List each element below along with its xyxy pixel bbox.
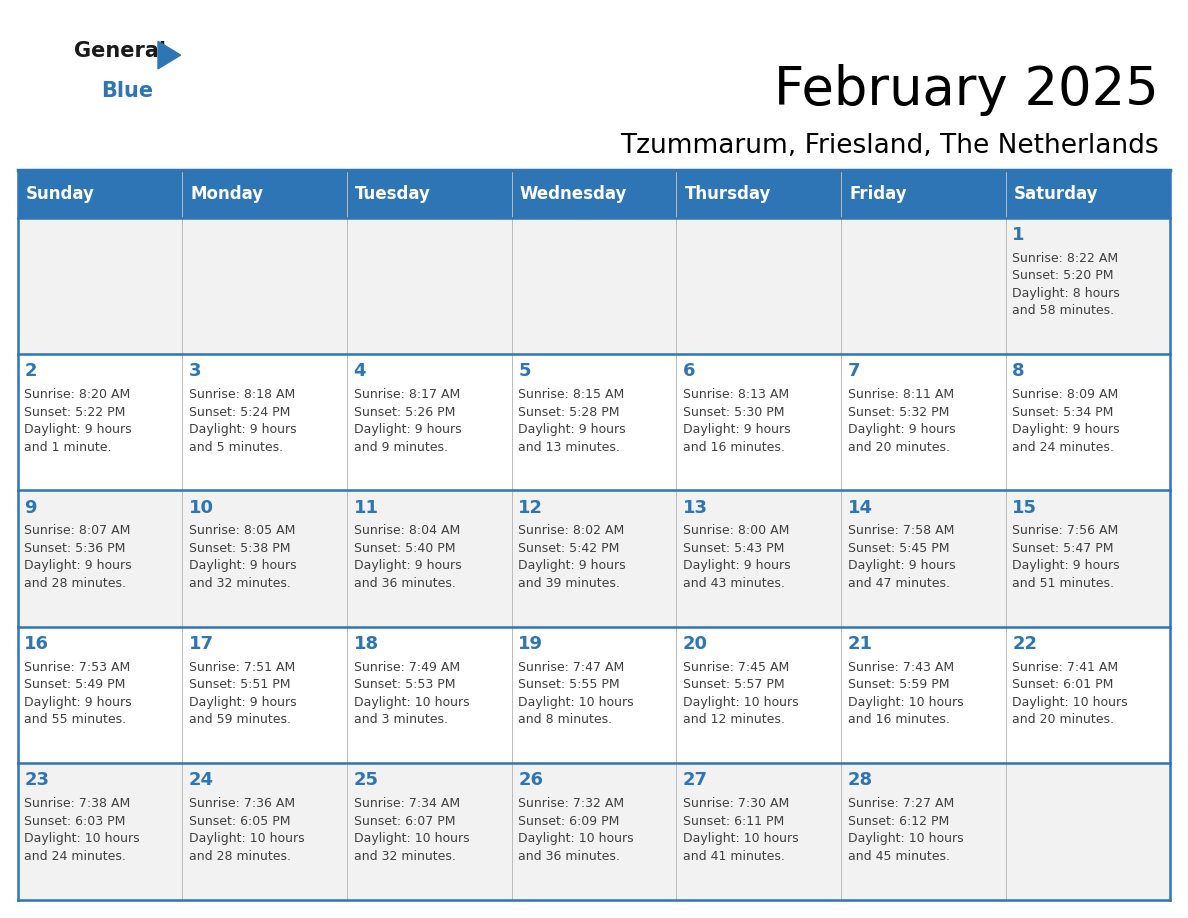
- Text: Wednesday: Wednesday: [520, 185, 627, 203]
- Text: 9: 9: [25, 498, 37, 517]
- Text: Sunrise: 7:32 AM
Sunset: 6:09 PM
Daylight: 10 hours
and 36 minutes.: Sunrise: 7:32 AM Sunset: 6:09 PM Dayligh…: [518, 798, 634, 863]
- Text: Sunrise: 7:36 AM
Sunset: 6:05 PM
Daylight: 10 hours
and 28 minutes.: Sunrise: 7:36 AM Sunset: 6:05 PM Dayligh…: [189, 798, 304, 863]
- Text: General: General: [74, 41, 165, 62]
- Text: Sunrise: 8:17 AM
Sunset: 5:26 PM
Daylight: 9 hours
and 9 minutes.: Sunrise: 8:17 AM Sunset: 5:26 PM Dayligh…: [354, 388, 461, 453]
- Text: Sunrise: 8:11 AM
Sunset: 5:32 PM
Daylight: 9 hours
and 20 minutes.: Sunrise: 8:11 AM Sunset: 5:32 PM Dayligh…: [847, 388, 955, 453]
- Text: Sunrise: 7:34 AM
Sunset: 6:07 PM
Daylight: 10 hours
and 32 minutes.: Sunrise: 7:34 AM Sunset: 6:07 PM Dayligh…: [354, 798, 469, 863]
- Text: 25: 25: [354, 771, 379, 789]
- Text: Sunrise: 7:53 AM
Sunset: 5:49 PM
Daylight: 9 hours
and 55 minutes.: Sunrise: 7:53 AM Sunset: 5:49 PM Dayligh…: [25, 661, 132, 726]
- Text: Blue: Blue: [101, 81, 153, 101]
- Text: 13: 13: [683, 498, 708, 517]
- Text: Sunrise: 7:58 AM
Sunset: 5:45 PM
Daylight: 9 hours
and 47 minutes.: Sunrise: 7:58 AM Sunset: 5:45 PM Dayligh…: [847, 524, 955, 590]
- Text: Sunrise: 8:13 AM
Sunset: 5:30 PM
Daylight: 9 hours
and 16 minutes.: Sunrise: 8:13 AM Sunset: 5:30 PM Dayligh…: [683, 388, 790, 453]
- Text: Sunrise: 8:15 AM
Sunset: 5:28 PM
Daylight: 9 hours
and 13 minutes.: Sunrise: 8:15 AM Sunset: 5:28 PM Dayligh…: [518, 388, 626, 453]
- Text: Friday: Friday: [849, 185, 906, 203]
- Text: Sunrise: 8:18 AM
Sunset: 5:24 PM
Daylight: 9 hours
and 5 minutes.: Sunrise: 8:18 AM Sunset: 5:24 PM Dayligh…: [189, 388, 297, 453]
- Text: Sunrise: 8:09 AM
Sunset: 5:34 PM
Daylight: 9 hours
and 24 minutes.: Sunrise: 8:09 AM Sunset: 5:34 PM Dayligh…: [1012, 388, 1120, 453]
- Text: Sunrise: 7:47 AM
Sunset: 5:55 PM
Daylight: 10 hours
and 8 minutes.: Sunrise: 7:47 AM Sunset: 5:55 PM Dayligh…: [518, 661, 634, 726]
- Text: Sunday: Sunday: [26, 185, 95, 203]
- Text: 21: 21: [847, 635, 872, 653]
- Text: Sunrise: 7:56 AM
Sunset: 5:47 PM
Daylight: 9 hours
and 51 minutes.: Sunrise: 7:56 AM Sunset: 5:47 PM Dayligh…: [1012, 524, 1120, 590]
- Text: Sunrise: 7:27 AM
Sunset: 6:12 PM
Daylight: 10 hours
and 45 minutes.: Sunrise: 7:27 AM Sunset: 6:12 PM Dayligh…: [847, 798, 963, 863]
- Text: 20: 20: [683, 635, 708, 653]
- Text: Sunrise: 8:20 AM
Sunset: 5:22 PM
Daylight: 9 hours
and 1 minute.: Sunrise: 8:20 AM Sunset: 5:22 PM Dayligh…: [25, 388, 132, 453]
- Text: 6: 6: [683, 363, 695, 380]
- Text: Sunrise: 8:00 AM
Sunset: 5:43 PM
Daylight: 9 hours
and 43 minutes.: Sunrise: 8:00 AM Sunset: 5:43 PM Dayligh…: [683, 524, 790, 590]
- Text: 17: 17: [189, 635, 214, 653]
- Text: Tuesday: Tuesday: [355, 185, 431, 203]
- Text: 16: 16: [25, 635, 50, 653]
- Text: Saturday: Saturday: [1013, 185, 1098, 203]
- Text: 10: 10: [189, 498, 214, 517]
- Text: 22: 22: [1012, 635, 1037, 653]
- Text: 24: 24: [189, 771, 214, 789]
- Text: Sunrise: 8:22 AM
Sunset: 5:20 PM
Daylight: 8 hours
and 58 minutes.: Sunrise: 8:22 AM Sunset: 5:20 PM Dayligh…: [1012, 252, 1120, 318]
- Text: Sunrise: 7:30 AM
Sunset: 6:11 PM
Daylight: 10 hours
and 41 minutes.: Sunrise: 7:30 AM Sunset: 6:11 PM Dayligh…: [683, 798, 798, 863]
- Text: 23: 23: [25, 771, 50, 789]
- Text: Monday: Monday: [190, 185, 264, 203]
- Text: 1: 1: [1012, 226, 1024, 244]
- Text: 8: 8: [1012, 363, 1025, 380]
- Text: Sunrise: 7:41 AM
Sunset: 6:01 PM
Daylight: 10 hours
and 20 minutes.: Sunrise: 7:41 AM Sunset: 6:01 PM Dayligh…: [1012, 661, 1127, 726]
- Text: 3: 3: [189, 363, 202, 380]
- Text: 18: 18: [354, 635, 379, 653]
- Text: Sunrise: 7:45 AM
Sunset: 5:57 PM
Daylight: 10 hours
and 12 minutes.: Sunrise: 7:45 AM Sunset: 5:57 PM Dayligh…: [683, 661, 798, 726]
- Text: 26: 26: [518, 771, 543, 789]
- Text: Sunrise: 8:02 AM
Sunset: 5:42 PM
Daylight: 9 hours
and 39 minutes.: Sunrise: 8:02 AM Sunset: 5:42 PM Dayligh…: [518, 524, 626, 590]
- Text: 27: 27: [683, 771, 708, 789]
- Text: Sunrise: 7:38 AM
Sunset: 6:03 PM
Daylight: 10 hours
and 24 minutes.: Sunrise: 7:38 AM Sunset: 6:03 PM Dayligh…: [25, 798, 140, 863]
- Text: Sunrise: 7:43 AM
Sunset: 5:59 PM
Daylight: 10 hours
and 16 minutes.: Sunrise: 7:43 AM Sunset: 5:59 PM Dayligh…: [847, 661, 963, 726]
- Text: Sunrise: 8:04 AM
Sunset: 5:40 PM
Daylight: 9 hours
and 36 minutes.: Sunrise: 8:04 AM Sunset: 5:40 PM Dayligh…: [354, 524, 461, 590]
- Text: 28: 28: [847, 771, 873, 789]
- Text: February 2025: February 2025: [773, 64, 1158, 117]
- Text: 11: 11: [354, 498, 379, 517]
- Text: 2: 2: [25, 363, 37, 380]
- Text: Tzummarum, Friesland, The Netherlands: Tzummarum, Friesland, The Netherlands: [620, 133, 1158, 159]
- Text: 7: 7: [847, 363, 860, 380]
- Text: 15: 15: [1012, 498, 1037, 517]
- Text: 5: 5: [518, 363, 531, 380]
- Text: Sunrise: 8:07 AM
Sunset: 5:36 PM
Daylight: 9 hours
and 28 minutes.: Sunrise: 8:07 AM Sunset: 5:36 PM Dayligh…: [25, 524, 132, 590]
- Text: 14: 14: [847, 498, 872, 517]
- Text: 19: 19: [518, 635, 543, 653]
- Text: 4: 4: [354, 363, 366, 380]
- Text: 12: 12: [518, 498, 543, 517]
- Text: Sunrise: 7:49 AM
Sunset: 5:53 PM
Daylight: 10 hours
and 3 minutes.: Sunrise: 7:49 AM Sunset: 5:53 PM Dayligh…: [354, 661, 469, 726]
- Text: Sunrise: 7:51 AM
Sunset: 5:51 PM
Daylight: 9 hours
and 59 minutes.: Sunrise: 7:51 AM Sunset: 5:51 PM Dayligh…: [189, 661, 297, 726]
- Text: Thursday: Thursday: [684, 185, 771, 203]
- Text: Sunrise: 8:05 AM
Sunset: 5:38 PM
Daylight: 9 hours
and 32 minutes.: Sunrise: 8:05 AM Sunset: 5:38 PM Dayligh…: [189, 524, 297, 590]
